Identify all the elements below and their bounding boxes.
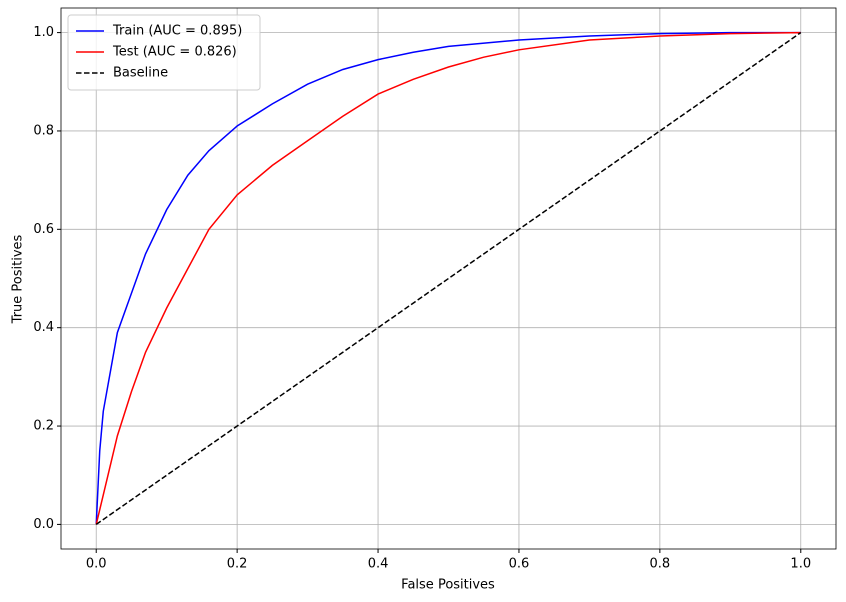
x-tick-label: 0.2 xyxy=(227,557,248,572)
y-tick-label: 0.8 xyxy=(33,123,54,138)
y-tick-label: 0.0 xyxy=(33,517,54,532)
legend-box xyxy=(67,14,261,91)
y-tick-label: 1.0 xyxy=(33,25,54,40)
series-line xyxy=(95,31,801,525)
legend-label: Train (AUC = 0.895) xyxy=(112,24,242,39)
x-axis-label: False Positives xyxy=(401,578,495,593)
x-tick-label: 1.0 xyxy=(790,557,811,572)
plot-frame xyxy=(60,7,837,550)
series-line xyxy=(95,31,801,525)
x-tick-label: 0.0 xyxy=(86,557,107,572)
x-tick-label: 0.4 xyxy=(368,557,389,572)
y-axis-label: True Positives xyxy=(11,234,26,324)
x-tick-label: 0.8 xyxy=(650,557,671,572)
y-tick-label: 0.6 xyxy=(33,222,54,237)
legend-label: Baseline xyxy=(113,66,168,81)
x-tick-label: 0.6 xyxy=(509,557,530,572)
series-line xyxy=(95,31,802,526)
legend-label: Test (AUC = 0.826) xyxy=(112,45,237,60)
y-tick-label: 0.4 xyxy=(33,320,54,335)
y-tick-label: 0.2 xyxy=(33,419,54,434)
